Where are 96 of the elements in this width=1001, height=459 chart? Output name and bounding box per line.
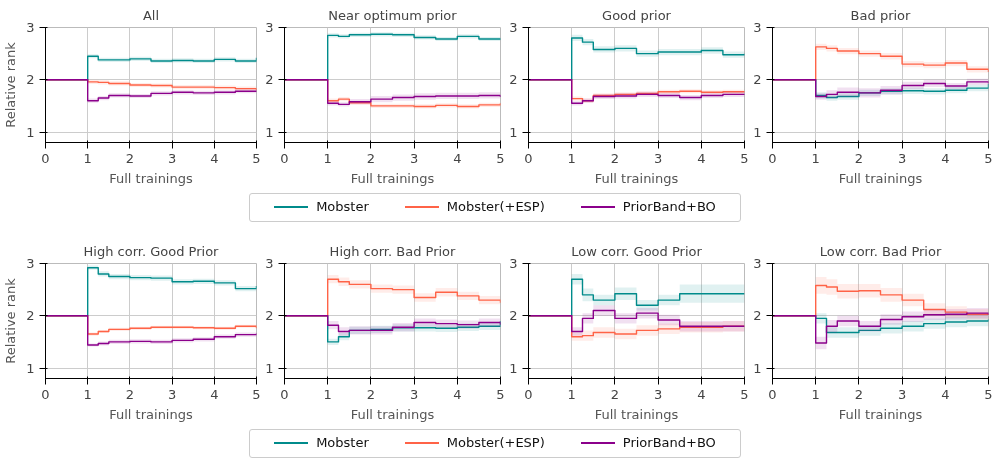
x-tick-label: 0: [280, 150, 289, 166]
x-tick-label: 3: [653, 150, 663, 166]
y-tick-label: 1: [265, 124, 274, 140]
chart-title: Good prior: [602, 7, 672, 23]
y-tick-label: 2: [26, 308, 35, 324]
x-tick-label: 0: [41, 386, 50, 402]
x-tick-label: 1: [811, 386, 820, 402]
x-axis-title: Full trainings: [109, 406, 193, 422]
x-tick-label: 4: [941, 150, 950, 166]
x-tick-label: 5: [252, 150, 261, 166]
chart-title: All: [142, 7, 160, 23]
x-tick-label: 3: [409, 386, 419, 402]
y-tick-label: 1: [753, 124, 762, 140]
x-tick-label: 3: [167, 150, 177, 166]
legend-label: Mobster(+ESP): [446, 198, 545, 216]
x-tick-label: 5: [984, 386, 993, 402]
x-axis-title: Full trainings: [350, 170, 435, 186]
y-tick-label: 3: [509, 20, 518, 35]
x-tick-label: 2: [125, 386, 135, 402]
x-tick-label: 3: [897, 386, 907, 402]
x-tick-label: 4: [941, 386, 950, 402]
chart-title: High corr. Good Prior: [83, 243, 220, 259]
chart-title: Bad prior: [850, 7, 912, 23]
x-tick-label: 1: [323, 150, 332, 166]
x-tick-label: 1: [811, 150, 820, 166]
y-tick-label: 2: [509, 72, 518, 88]
y-tick-label: 2: [265, 308, 274, 324]
x-tick-label: 1: [83, 150, 92, 166]
x-axis-title: Full trainings: [838, 406, 923, 422]
y-tick-label: 1: [26, 360, 35, 376]
y-tick-label: 1: [265, 360, 274, 376]
y-tick-label: 2: [26, 72, 35, 88]
legend-label: PriorBand+BO: [622, 198, 716, 216]
x-tick-label: 3: [653, 386, 663, 402]
x-tick-label: 4: [697, 150, 706, 166]
x-tick-label: 4: [453, 150, 462, 166]
x-axis-title: Full trainings: [838, 170, 923, 186]
y-tick-label: 3: [265, 256, 274, 271]
x-tick-label: 5: [252, 386, 261, 402]
x-tick-label: 1: [323, 386, 332, 402]
y-axis-title: Relative rank: [3, 41, 19, 128]
x-tick-label: 4: [697, 386, 706, 402]
x-axis-title: Full trainings: [594, 170, 679, 186]
x-tick-label: 0: [768, 150, 777, 166]
x-tick-label: 5: [496, 386, 505, 402]
x-tick-label: 2: [610, 386, 620, 402]
x-tick-label: 0: [41, 150, 50, 166]
y-tick-label: 1: [753, 360, 762, 376]
chart-title: Low corr. Bad Prior: [819, 243, 942, 259]
x-tick-label: 5: [740, 150, 749, 166]
y-tick-label: 3: [265, 20, 274, 35]
y-tick-label: 2: [753, 72, 762, 88]
y-axis-title: Relative rank: [3, 277, 19, 364]
chart-title: Near optimum prior: [328, 7, 458, 23]
x-tick-label: 5: [496, 150, 505, 166]
chart-title: High corr. Bad Prior: [329, 243, 457, 259]
x-axis-title: Full trainings: [109, 170, 193, 186]
x-tick-label: 5: [984, 150, 993, 166]
x-tick-label: 0: [768, 386, 777, 402]
x-tick-label: 2: [125, 150, 135, 166]
x-tick-label: 2: [854, 150, 864, 166]
x-tick-label: 0: [524, 386, 533, 402]
x-tick-label: 0: [524, 150, 533, 166]
x-tick-label: 1: [567, 386, 576, 402]
chart-title: Low corr. Good Prior: [571, 243, 703, 259]
x-tick-label: 1: [83, 386, 92, 402]
x-tick-label: 4: [210, 386, 219, 402]
y-tick-label: 3: [26, 256, 35, 271]
legend-label: Mobster: [316, 198, 369, 216]
x-axis-title: Full trainings: [350, 406, 435, 422]
x-tick-label: 3: [167, 386, 177, 402]
x-tick-label: 3: [897, 150, 907, 166]
y-tick-label: 3: [753, 256, 762, 271]
y-tick-label: 3: [753, 20, 762, 35]
x-tick-label: 4: [210, 150, 219, 166]
x-tick-label: 4: [453, 386, 462, 402]
x-axis-title: Full trainings: [594, 406, 679, 422]
y-tick-label: 2: [265, 72, 274, 88]
y-tick-label: 1: [509, 360, 518, 376]
x-tick-label: 2: [854, 386, 864, 402]
x-tick-label: 2: [610, 150, 620, 166]
x-tick-label: 0: [280, 386, 289, 402]
y-tick-label: 1: [26, 124, 35, 140]
y-tick-label: 2: [509, 308, 518, 324]
y-tick-label: 2: [753, 308, 762, 324]
x-tick-label: 2: [366, 386, 376, 402]
legend-label: Mobster(+ESP): [446, 434, 545, 452]
x-tick-label: 5: [740, 386, 749, 402]
legend-label: PriorBand+BO: [622, 434, 716, 452]
x-tick-label: 3: [409, 150, 419, 166]
x-tick-label: 1: [567, 150, 576, 166]
y-tick-label: 1: [509, 124, 518, 140]
y-tick-label: 3: [509, 256, 518, 271]
x-tick-label: 2: [366, 150, 376, 166]
legend-label: Mobster: [316, 434, 369, 452]
y-tick-label: 3: [26, 20, 35, 35]
